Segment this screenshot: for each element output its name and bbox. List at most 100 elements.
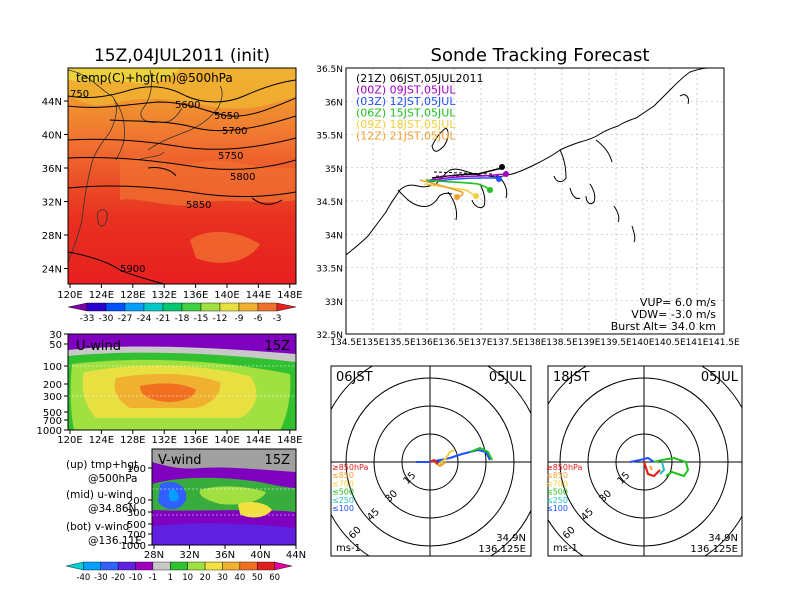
lat-tick-label: 33N (325, 298, 343, 308)
lon-tick-label: 132E (151, 435, 176, 446)
pressure-tick-label: 1000 (37, 426, 62, 437)
hodograph-trace (439, 449, 455, 465)
colorbar-label: 60 (269, 573, 280, 583)
landing-points (454, 164, 509, 200)
flight-params: VUP= 6.0 m/s VDW= -3.0 m/s Burst Alt= 34… (611, 296, 717, 333)
colorbar-swatch (200, 302, 221, 312)
lon-tick-label: 144E (246, 435, 271, 446)
legend-line: (up) tmp+hgt (66, 459, 138, 471)
lon-tick-label: 135.5E (384, 338, 416, 348)
colorbar-label: 10 (182, 573, 193, 583)
hodograph-trace (429, 458, 439, 465)
left-title: 15Z,04JUL2011 (init) (94, 46, 270, 66)
launch-list: (21Z) 06JST,05JUL2011(00Z) 09JST,05JUL(0… (356, 72, 483, 143)
colorbar-swatch (100, 561, 119, 571)
hodograph-rings (331, 366, 531, 556)
lon-tick-label: 140E (214, 435, 239, 446)
colorbar-label: 50 (252, 573, 263, 583)
colorbar-label: -15 (194, 314, 209, 324)
hodo-time: 06JST (336, 370, 373, 385)
colorbar-swatch (152, 561, 171, 571)
lat-tick-label: 36N (42, 164, 62, 175)
lon-tick-label: 128E (120, 290, 145, 301)
colorbar-swatch (238, 302, 259, 312)
pressure-level-label: ≤500 (332, 488, 354, 497)
colorbar-swatch (117, 561, 136, 571)
hodograph-trace (653, 456, 690, 478)
pressure-tick-label: 200 (43, 380, 62, 391)
lon-tick-label: 141E (686, 338, 709, 348)
lon-tick-label: 140E (214, 290, 239, 301)
lon-tick-label: 148E (277, 290, 302, 301)
right-title: Sonde Tracking Forecast (431, 45, 650, 66)
lat-tick-label: 24N (42, 265, 62, 276)
lat-tick-label: 44N (286, 550, 306, 561)
lon-tick-label: 134.5E (330, 338, 362, 348)
lat-tick-label: 28N (42, 231, 62, 242)
hodo-unit: ms-1 (553, 543, 578, 554)
colorbar-label: 40 (234, 573, 245, 583)
contour-label: 5600 (175, 100, 200, 111)
lon-tick-label: 137E (470, 338, 493, 348)
launch-entry: (12Z) 21JST,05JUL (356, 130, 456, 143)
lat-tick-label: 33.5N (316, 265, 343, 275)
landing-point (503, 171, 509, 177)
pressure-tick-label: 700 (43, 416, 62, 427)
colorbar-label: -1 (149, 573, 157, 583)
colorbar-label: -18 (175, 314, 190, 324)
u-wind-label: U-wind (76, 339, 121, 354)
track-longitude-ticks: 134.5E 135E 135.5E 136E 136.5E 137E 137.5E 138E… (330, 338, 740, 348)
colorbar-label: -33 (80, 314, 95, 324)
colorbar-label: -30 (94, 573, 108, 583)
lon-tick-label: 136E (183, 435, 208, 446)
pressure-level-label: ≥850hPa (332, 463, 369, 472)
lon-tick-label: 138.5E (546, 338, 578, 348)
legend-line: @500hPa (88, 473, 138, 485)
pressure-level-legend: ≥850hPa≤850≤700≤500≤250≤100 (546, 463, 583, 513)
colorbar-swatch (162, 302, 183, 312)
lat-tick-label: 34N (325, 231, 343, 241)
pressure-level-label: ≤100 (332, 504, 354, 513)
pressure-level-label: ≤700 (332, 479, 354, 488)
lon-tick-label: 135E (362, 338, 385, 348)
lon-tick-label: 124E (89, 435, 114, 446)
colorbar-label: -6 (254, 314, 263, 324)
legend-line: (bot) v-wind (66, 521, 129, 533)
landing-point (473, 193, 479, 199)
lon-tick-label: 148E (277, 435, 302, 446)
contour-label: 750 (70, 89, 89, 100)
contour-label: 5750 (218, 151, 243, 162)
pressure-tick-label: 100 (127, 464, 146, 475)
track-grid (346, 68, 724, 334)
lon-tick-label: 128E (120, 435, 145, 446)
contour-labels: 750 5600 5650 5700 5750 5800 5850 5900 (70, 89, 255, 275)
colorbar-swatch (86, 302, 107, 312)
colorbar-label: -10 (129, 573, 143, 583)
lon-tick-label: 139.5E (600, 338, 632, 348)
pressure-level-label: ≤250 (546, 496, 568, 505)
hodo-lat: 34.9N (708, 533, 738, 544)
lat-tick-label: 36N (215, 550, 235, 561)
lat-tick-label: 40N (250, 550, 270, 561)
contour-label: 5700 (222, 126, 247, 137)
lat-tick-label: 35.5N (316, 132, 343, 142)
lon-tick-label: 140.5E (654, 338, 686, 348)
lat-tick-label: 40N (42, 131, 62, 142)
colorbar-swatch (187, 561, 206, 571)
colorbar-swatch (83, 561, 101, 571)
hodo-date: 05JUL (701, 370, 739, 385)
hodo-lat: 34.9N (496, 533, 526, 544)
colorbar-swatch (222, 561, 241, 571)
pressure-tick-label: 700 (127, 530, 146, 541)
colorbar-label: -27 (118, 314, 133, 324)
contour-label: 5650 (214, 111, 239, 122)
colorbar-swatch (135, 561, 154, 571)
lon-tick-label: 139E (578, 338, 601, 348)
contour-label: 5800 (230, 172, 255, 183)
hodograph-trace (659, 461, 666, 475)
